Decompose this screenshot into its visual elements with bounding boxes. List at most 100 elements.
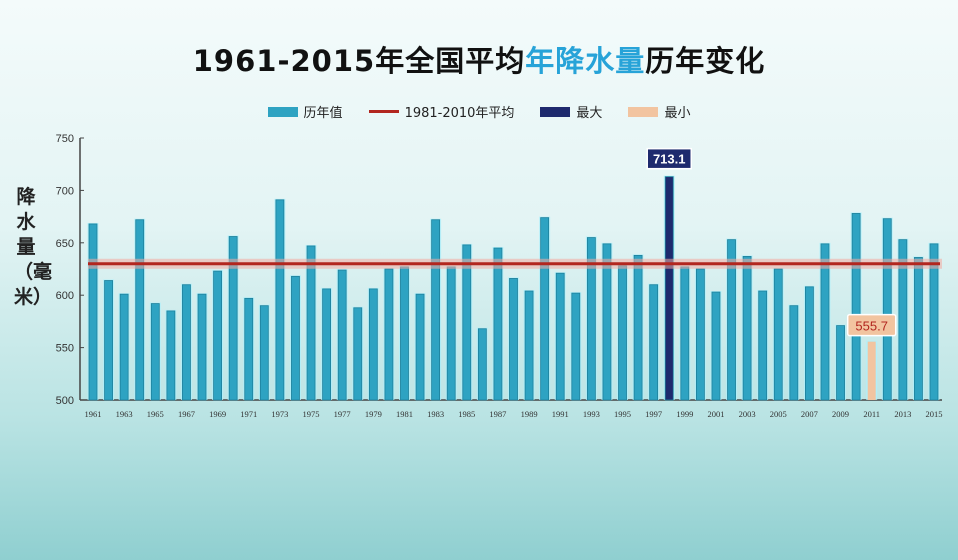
bar-1967 [182,284,191,401]
x-tick-label: 1969 [209,409,226,419]
bar-2002 [727,239,736,401]
bar-1985 [462,244,472,401]
x-tick-label: 1961 [85,409,102,419]
legend-swatch [628,106,659,117]
bar-1979 [368,288,378,401]
legend-values: 历年值 [267,102,343,121]
bar-1963 [119,293,129,401]
bar-2005 [773,268,783,401]
x-tick-label: 1979 [365,409,382,419]
y-tick-label: 750 [56,133,74,145]
x-tick-label: 2015 [926,409,943,419]
legend-min: 最小 [628,102,690,121]
bar-1976 [322,288,332,401]
y-tick-label: 650 [56,238,74,250]
bar-2011 [867,341,876,400]
legend: 历年值 1981-2010年平均 最大 最小 [0,102,958,121]
bar-1988 [509,278,518,401]
x-tick-label: 1985 [458,409,475,419]
x-tick-label: 2003 [739,409,756,419]
y-tick-label: 550 [56,343,74,355]
x-tick-label: 2009 [832,409,849,419]
bar-1996 [633,254,643,401]
bar-1962 [104,280,113,401]
bar-2007 [805,286,814,401]
x-tick-label: 2007 [801,409,818,419]
bar-1966 [166,310,176,401]
bar-1989 [524,290,534,401]
bar-1998 [664,176,674,401]
bar-1983 [431,219,441,401]
legend-swatch [368,110,399,113]
x-tick-label: 2005 [770,409,787,419]
bar-1970 [228,236,238,401]
bar-1982 [415,293,425,401]
bar-1961 [88,223,98,401]
x-tick-label: 1997 [645,409,662,419]
bar-1974 [291,275,300,401]
x-tick-label: 1973 [271,409,288,419]
bar-1972 [259,305,269,401]
min-label-box [846,313,897,337]
x-tick-label: 2011 [863,409,880,419]
y-tick-label: 600 [56,290,74,302]
x-tick-label: 1977 [334,409,351,419]
x-tick-label: 1975 [303,409,320,419]
bar-1984 [446,266,456,401]
bar-2009 [836,325,845,401]
bar-2013 [898,239,908,401]
x-tick-label: 1963 [116,409,133,419]
max-label: 713.1 [653,152,686,167]
bar-1990 [540,217,550,401]
bar-1980 [384,268,394,401]
title-part: 1961-2015年全国平均 [192,44,526,78]
legend-max: 最大 [540,102,602,121]
bar-2003 [742,256,752,401]
bar-1965 [150,303,160,401]
legend-label: 最大 [576,106,603,121]
bar-1997 [649,284,659,401]
x-tick-label: 1967 [178,409,195,419]
bar-2008 [820,243,830,401]
bar-2000 [695,268,705,401]
bar-2010 [851,213,861,401]
x-tick-label: 1995 [614,409,631,419]
bar-1986 [477,328,487,401]
legend-label: 历年值 [303,106,343,121]
legend-swatch [267,106,298,117]
min-label: 555.7 [855,319,888,334]
bar-1964 [135,219,145,401]
x-tick-label: 1981 [396,409,413,419]
bar-1971 [244,297,254,401]
bar-1994 [602,243,612,401]
bar-1975 [306,245,316,401]
max-label-box [646,147,692,170]
x-tick-label: 1993 [583,409,600,419]
bar-1973 [275,199,285,401]
bar-1987 [493,247,503,401]
bar-1992 [571,292,581,401]
x-tick-label: 1991 [552,409,569,419]
bar-2015 [929,243,939,401]
x-tick-label: 1965 [147,409,164,419]
chart-title: 1961-2015年全国平均年降水量历年变化 [0,38,958,80]
bar-1969 [213,270,222,401]
legend-average: 1981-2010年平均 [368,102,514,121]
bar-2012 [882,218,892,401]
x-tick-label: 1971 [240,409,257,419]
bar-2004 [758,290,768,401]
bar-1977 [337,269,347,401]
bar-1978 [353,307,363,401]
x-tick-label: 2001 [707,409,724,419]
bar-1995 [618,265,627,401]
legend-swatch [540,106,571,117]
bar-2014 [914,257,923,401]
x-tick-label: 1987 [489,409,506,419]
legend-label: 最小 [664,106,691,121]
y-tick-label: 500 [56,395,74,407]
x-tick-label: 1989 [521,409,538,419]
x-tick-label: 2013 [894,409,911,419]
title-highlight: 年降水量 [525,44,646,78]
bar-1981 [400,266,409,401]
bar-2006 [789,305,799,401]
